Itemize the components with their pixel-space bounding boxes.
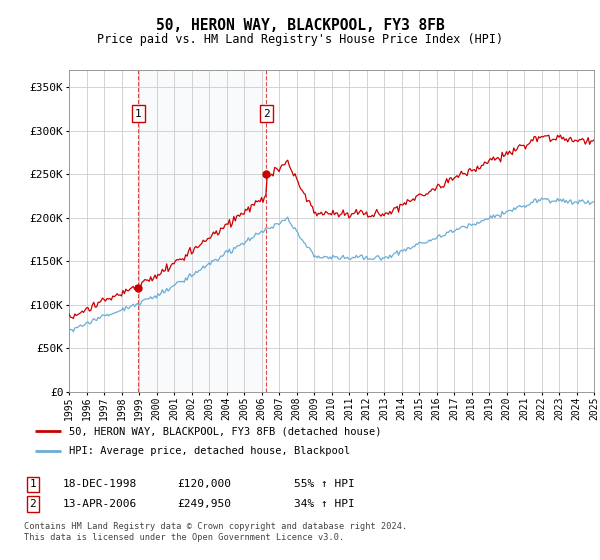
Text: HPI: Average price, detached house, Blackpool: HPI: Average price, detached house, Blac… (68, 446, 350, 456)
Text: 34% ↑ HPI: 34% ↑ HPI (294, 499, 355, 509)
Text: £120,000: £120,000 (177, 479, 231, 489)
Text: 2: 2 (263, 109, 270, 119)
Text: 13-APR-2006: 13-APR-2006 (63, 499, 137, 509)
Text: 55% ↑ HPI: 55% ↑ HPI (294, 479, 355, 489)
Text: 1: 1 (29, 479, 37, 489)
Text: 50, HERON WAY, BLACKPOOL, FY3 8FB: 50, HERON WAY, BLACKPOOL, FY3 8FB (155, 18, 445, 32)
Text: This data is licensed under the Open Government Licence v3.0.: This data is licensed under the Open Gov… (24, 533, 344, 542)
Bar (139, 70, 266, 392)
Text: Price paid vs. HM Land Registry's House Price Index (HPI): Price paid vs. HM Land Registry's House … (97, 32, 503, 46)
Text: £249,950: £249,950 (177, 499, 231, 509)
Text: 1: 1 (135, 109, 142, 119)
Text: 18-DEC-1998: 18-DEC-1998 (63, 479, 137, 489)
Text: 50, HERON WAY, BLACKPOOL, FY3 8FB (detached house): 50, HERON WAY, BLACKPOOL, FY3 8FB (detac… (68, 426, 381, 436)
Text: Contains HM Land Registry data © Crown copyright and database right 2024.: Contains HM Land Registry data © Crown c… (24, 522, 407, 531)
Text: 2: 2 (29, 499, 37, 509)
